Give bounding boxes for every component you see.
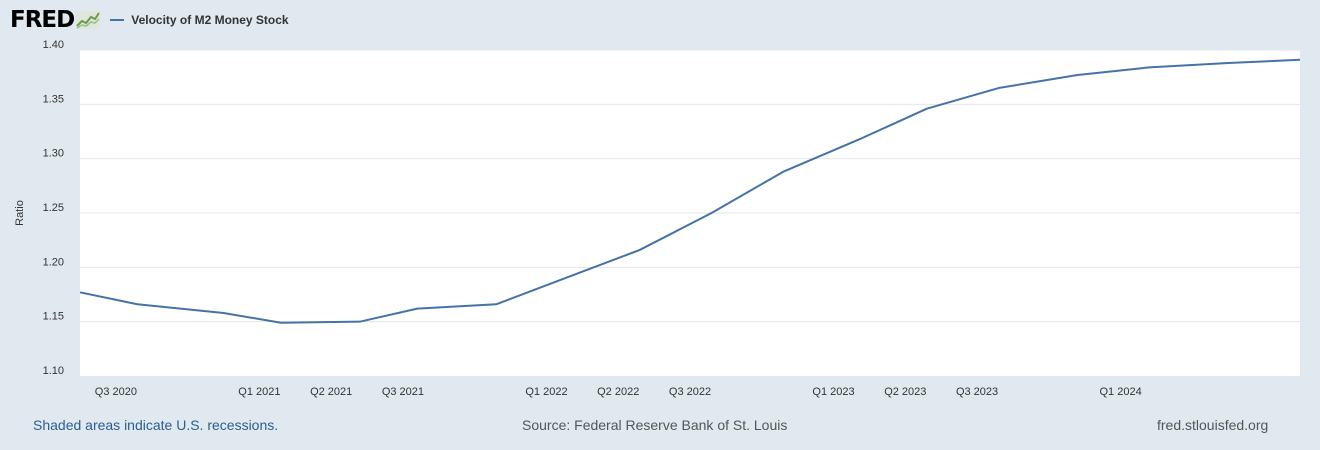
fred-logo-text: FRED [10,7,75,33]
x-tick-label: Q1 2023 [812,386,854,398]
y-axis-ticks: 1.10 1.15 1.20 1.25 1.30 1.35 1.40 [43,39,64,377]
legend-swatch [110,19,125,21]
legend-label: Velocity of M2 Money Stock [131,13,289,27]
y-tick-label: 1.40 [43,39,64,51]
gridlines [80,49,1300,323]
fred-chart-icon [76,11,101,29]
y-tick-label: 1.25 [43,202,64,214]
y-tick-label: 1.30 [43,148,64,160]
x-tick-label: Q2 2022 [597,386,639,398]
y-tick-label: 1.10 [43,365,64,377]
y-tick-label: 1.15 [43,311,64,323]
y-tick-label: 1.35 [43,93,64,105]
chart-header: FRED Velocity of M2 Money Stock [10,6,289,34]
x-tick-label: Q3 2023 [956,386,998,398]
fred-logo[interactable]: FRED [10,7,101,33]
source-note: Source: Federal Reserve Bank of St. Loui… [522,417,788,433]
series-line-m2-velocity[interactable] [79,58,1301,324]
x-tick-label: Q1 2022 [525,386,567,398]
x-tick-label: Q2 2021 [310,386,352,398]
chart-legend[interactable]: Velocity of M2 Money Stock [110,13,289,27]
site-link[interactable]: fred.stlouisfed.org [1157,417,1269,433]
x-tick-label: Q1 2024 [1099,386,1141,398]
y-axis-label: Ratio [14,200,26,226]
y-tick-label: 1.20 [43,256,64,268]
x-axis-ticks: Q3 2020 Q1 2021 Q2 2021 Q3 2021 Q1 2022 Q2 20… [95,386,1142,398]
x-tick-label: Q3 2022 [669,386,711,398]
x-tick-label: Q3 2021 [382,386,424,398]
x-tick-label: Q1 2021 [238,386,280,398]
x-tick-label: Q2 2023 [884,386,926,398]
line-chart: 1.10 1.15 1.20 1.25 1.30 1.35 1.40 Q3 2020 Q1 2… [14,39,1301,398]
recession-note[interactable]: Shaded areas indicate U.S. recessions. [33,417,279,433]
x-tick-label: Q3 2020 [95,386,137,398]
